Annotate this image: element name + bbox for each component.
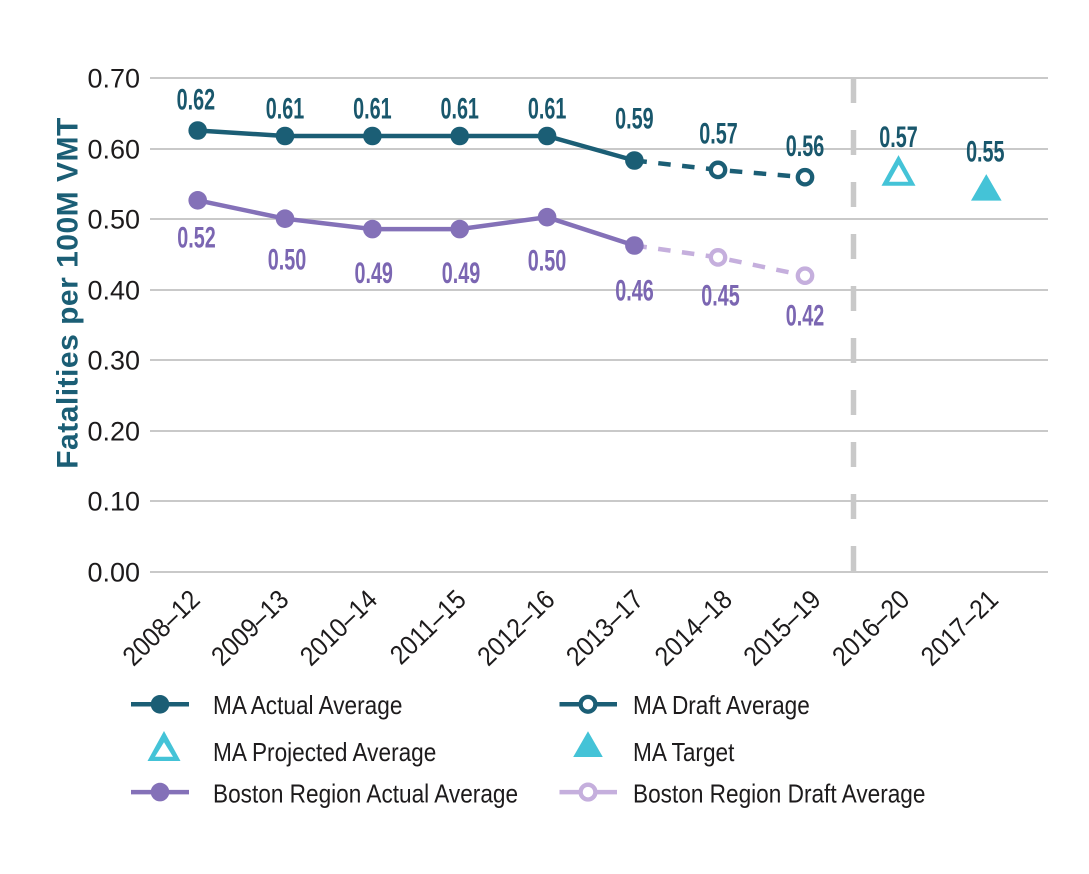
svg-text:0.60: 0.60: [87, 135, 140, 165]
svg-text:0.50: 0.50: [87, 205, 140, 235]
svg-text:0.56: 0.56: [786, 130, 824, 163]
svg-text:0.61: 0.61: [528, 93, 566, 126]
svg-text:0.42: 0.42: [786, 300, 824, 333]
svg-text:0.57: 0.57: [699, 118, 737, 151]
svg-text:Fatalities per 100M VMT: Fatalities per 100M VMT: [52, 117, 85, 469]
svg-text:0.30: 0.30: [87, 346, 140, 376]
svg-text:0.61: 0.61: [266, 93, 304, 126]
svg-text:0.50: 0.50: [528, 245, 566, 278]
svg-text:0.52: 0.52: [177, 221, 215, 254]
svg-text:0.55: 0.55: [966, 136, 1004, 169]
svg-text:0.61: 0.61: [440, 93, 478, 126]
svg-text:MA Actual Average: MA Actual Average: [213, 691, 402, 720]
svg-text:0.50: 0.50: [268, 244, 306, 277]
svg-text:0.57: 0.57: [879, 121, 917, 154]
svg-text:0.40: 0.40: [87, 276, 140, 306]
svg-text:0.20: 0.20: [87, 417, 140, 447]
svg-text:0.70: 0.70: [87, 64, 140, 94]
svg-text:0.10: 0.10: [87, 487, 140, 517]
svg-text:MA Draft Average: MA Draft Average: [633, 691, 810, 720]
svg-text:MA Target: MA Target: [633, 739, 735, 768]
svg-text:0.49: 0.49: [354, 257, 392, 290]
svg-text:0.46: 0.46: [615, 275, 653, 308]
svg-text:0.00: 0.00: [87, 558, 140, 588]
svg-text:MA Projected Average: MA Projected Average: [213, 739, 436, 768]
svg-text:0.59: 0.59: [615, 103, 653, 136]
svg-text:Boston Region Actual Average: Boston Region Actual Average: [213, 780, 518, 809]
svg-text:0.62: 0.62: [177, 84, 215, 117]
svg-text:Boston Region Draft Average: Boston Region Draft Average: [633, 780, 925, 809]
svg-text:0.61: 0.61: [353, 93, 391, 126]
svg-text:0.45: 0.45: [701, 280, 739, 313]
svg-text:0.49: 0.49: [442, 257, 480, 290]
